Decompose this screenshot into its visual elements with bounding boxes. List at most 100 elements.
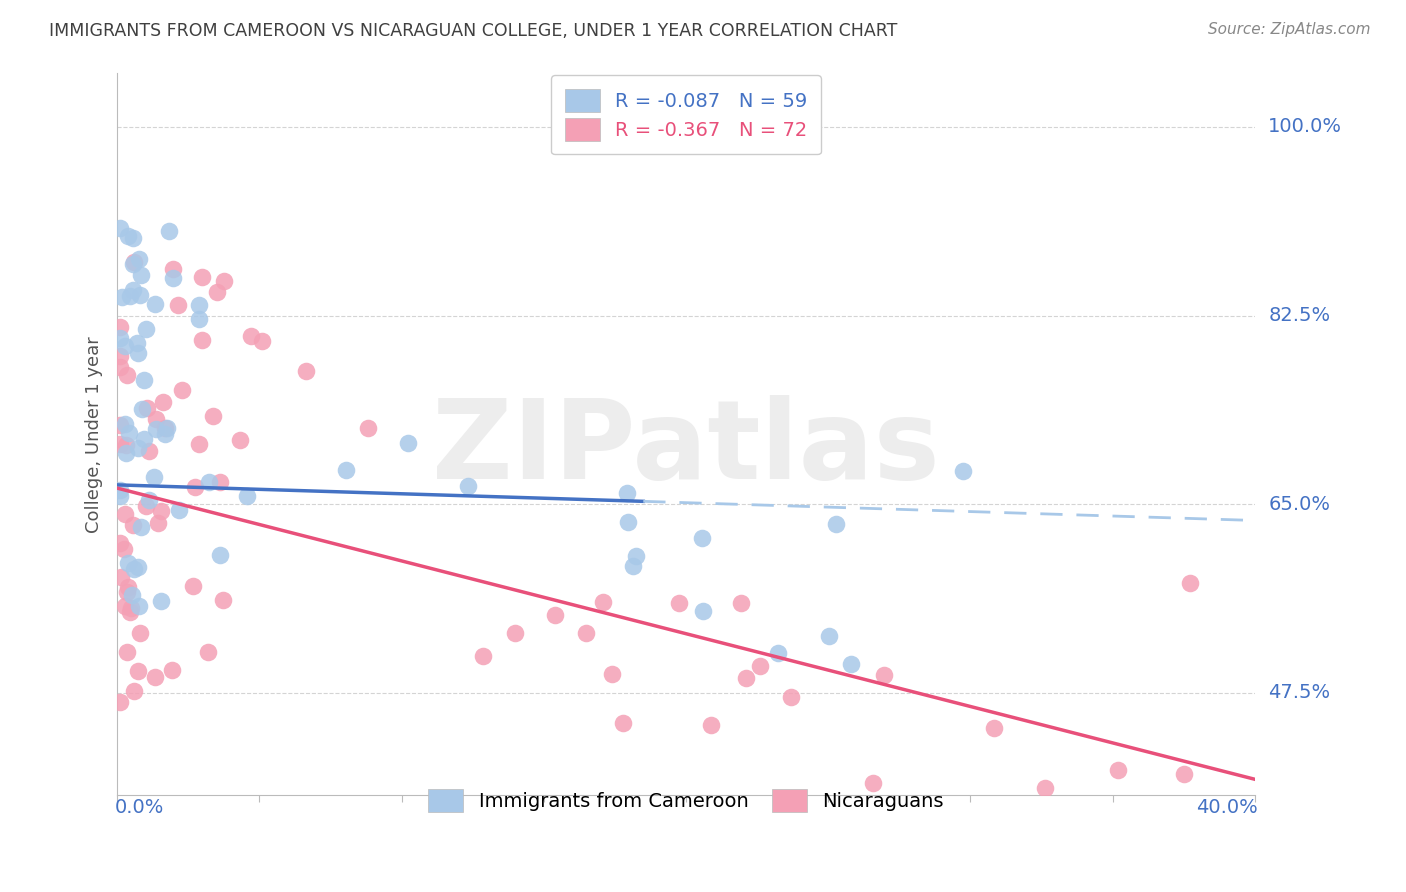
- Point: [108, 535, 131, 549]
- Point: [108, 331, 131, 345]
- Point: [135, 499, 157, 513]
- Point: [114, 417, 136, 431]
- Point: [108, 483, 131, 497]
- Point: [335, 462, 357, 476]
- Point: [117, 556, 139, 570]
- Point: [122, 283, 145, 297]
- Point: [780, 690, 803, 704]
- Text: 0.0%: 0.0%: [114, 797, 163, 816]
- Point: [162, 664, 184, 678]
- Point: [862, 776, 884, 790]
- Point: [624, 549, 647, 564]
- Point: [120, 605, 142, 619]
- Point: [145, 422, 167, 436]
- Point: [108, 436, 131, 450]
- Point: [121, 257, 143, 271]
- Point: [127, 441, 149, 455]
- Point: [190, 270, 212, 285]
- Point: [127, 559, 149, 574]
- Point: [692, 604, 714, 618]
- Point: [201, 409, 224, 423]
- Point: [118, 426, 141, 441]
- Point: [129, 268, 152, 283]
- Point: [122, 254, 145, 268]
- Point: [169, 502, 191, 516]
- Text: 82.5%: 82.5%: [1268, 306, 1330, 325]
- Point: [122, 517, 145, 532]
- Text: 47.5%: 47.5%: [1268, 683, 1330, 703]
- Point: [239, 329, 262, 343]
- Point: [543, 608, 565, 623]
- Point: [396, 435, 419, 450]
- Text: ZIPatlas: ZIPatlas: [432, 395, 939, 502]
- Point: [108, 360, 131, 375]
- Point: [357, 421, 380, 435]
- Point: [734, 672, 756, 686]
- Legend: Immigrants from Cameroon, Nicaraguans: Immigrants from Cameroon, Nicaraguans: [415, 776, 957, 825]
- Point: [135, 322, 157, 336]
- Point: [1178, 576, 1201, 591]
- Point: [155, 421, 177, 435]
- Point: [214, 274, 236, 288]
- Point: [114, 541, 136, 556]
- Point: [114, 507, 136, 521]
- Point: [129, 519, 152, 533]
- Point: [115, 645, 138, 659]
- Point: [117, 580, 139, 594]
- Point: [621, 559, 644, 574]
- Point: [188, 298, 211, 312]
- Point: [127, 346, 149, 360]
- Point: [197, 645, 219, 659]
- Point: [131, 401, 153, 416]
- Point: [128, 252, 150, 267]
- Point: [668, 596, 690, 610]
- Point: [236, 489, 259, 503]
- Point: [108, 220, 131, 235]
- Point: [983, 722, 1005, 736]
- Point: [209, 475, 232, 489]
- Point: [503, 625, 526, 640]
- Point: [616, 486, 638, 500]
- Point: [612, 715, 634, 730]
- Text: Source: ZipAtlas.com: Source: ZipAtlas.com: [1208, 22, 1371, 37]
- Point: [157, 224, 180, 238]
- Point: [162, 271, 184, 285]
- Text: 100.0%: 100.0%: [1268, 118, 1343, 136]
- Point: [172, 383, 194, 397]
- Point: [122, 684, 145, 698]
- Point: [117, 228, 139, 243]
- Point: [120, 600, 142, 615]
- Point: [110, 570, 132, 584]
- Point: [149, 504, 172, 518]
- Point: [152, 395, 174, 409]
- Point: [118, 289, 141, 303]
- Point: [690, 531, 713, 545]
- Point: [114, 599, 136, 613]
- Point: [873, 668, 896, 682]
- Point: [138, 492, 160, 507]
- Point: [122, 562, 145, 576]
- Point: [142, 469, 165, 483]
- Point: [229, 433, 252, 447]
- Point: [128, 599, 150, 614]
- Point: [457, 478, 479, 492]
- Point: [143, 670, 166, 684]
- Point: [700, 717, 723, 731]
- Point: [156, 421, 179, 435]
- Point: [125, 336, 148, 351]
- Point: [184, 480, 207, 494]
- Point: [250, 334, 273, 348]
- Point: [1173, 767, 1195, 781]
- Point: [824, 516, 846, 531]
- Point: [1107, 764, 1129, 778]
- Point: [115, 368, 138, 382]
- Point: [143, 297, 166, 311]
- Point: [187, 437, 209, 451]
- Point: [108, 320, 131, 334]
- Point: [190, 334, 212, 348]
- Point: [592, 595, 614, 609]
- Point: [766, 646, 789, 660]
- Text: 40.0%: 40.0%: [1197, 797, 1257, 816]
- Point: [205, 285, 228, 300]
- Point: [114, 339, 136, 353]
